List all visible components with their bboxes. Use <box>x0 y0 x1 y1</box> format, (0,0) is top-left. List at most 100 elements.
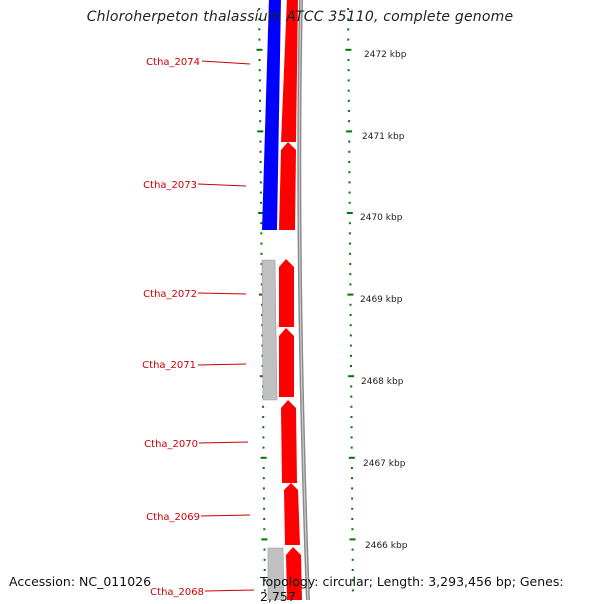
minor-tick <box>260 273 263 276</box>
gene-label[interactable]: Ctha_2069 <box>146 512 200 523</box>
minor-tick <box>260 263 263 265</box>
gene-label[interactable]: Ctha_2074 <box>146 57 200 68</box>
minor-tick <box>262 487 265 490</box>
minor-tick <box>258 8 261 10</box>
minor-tick <box>262 426 265 429</box>
minor-tick <box>259 99 261 102</box>
minor-tick <box>349 283 352 286</box>
scale-label: 2470 kbp <box>360 213 403 223</box>
major-tick <box>348 375 355 378</box>
major-tick <box>256 48 263 51</box>
minor-tick <box>262 405 265 408</box>
minor-tick <box>349 344 352 347</box>
reverse-gene-ctha-2073-2074[interactable] <box>262 0 281 230</box>
minor-tick <box>347 69 350 72</box>
minor-tick <box>258 28 261 31</box>
minor-tick <box>348 161 351 163</box>
minor-tick <box>349 303 352 306</box>
minor-tick <box>347 38 350 41</box>
minor-tick <box>263 497 265 500</box>
major-tick <box>349 538 356 541</box>
major-tick <box>258 212 265 214</box>
forward-gene-ctha-2069[interactable] <box>284 483 300 545</box>
minor-tick <box>348 181 351 184</box>
accession-text: Accession: NC_011026 <box>9 574 152 589</box>
minor-tick <box>350 436 353 439</box>
minor-tick <box>263 507 266 510</box>
gene-label[interactable]: Ctha_2068 <box>150 587 204 598</box>
minor-tick <box>259 120 262 123</box>
minor-tick <box>349 314 352 316</box>
minor-tick <box>258 18 261 21</box>
minor-tick <box>263 569 266 571</box>
minor-tick <box>348 222 351 225</box>
major-tick <box>346 212 353 214</box>
genome-title: Chloroherpeton thalassium ATCC 35110, co… <box>86 9 514 25</box>
minor-tick <box>259 150 262 153</box>
minor-tick <box>351 579 354 582</box>
label-leaders <box>197 60 255 592</box>
minor-tick <box>260 252 263 255</box>
minor-tick <box>350 395 353 398</box>
minor-tick <box>349 252 352 255</box>
minor-tick <box>259 161 262 163</box>
minor-tick <box>261 303 263 306</box>
minor-tick <box>263 558 266 561</box>
grey-gene-ctha-2071-2072[interactable] <box>261 259 278 401</box>
scale-label: 2469 kbp <box>360 295 403 305</box>
minor-tick <box>262 446 265 449</box>
genome-backbone-highlight <box>298 0 309 600</box>
minor-tick <box>347 28 350 31</box>
minor-tick <box>260 283 263 286</box>
major-tick <box>348 456 355 459</box>
major-tick <box>260 456 267 459</box>
minor-tick <box>263 548 266 551</box>
forward-gene-ctha-2072[interactable] <box>279 259 294 327</box>
gene-label[interactable]: Ctha_2071 <box>142 360 196 371</box>
minor-tick <box>347 8 350 10</box>
minor-tick <box>347 89 350 92</box>
gene-label[interactable]: Ctha_2072 <box>143 289 197 300</box>
minor-tick <box>259 110 262 112</box>
minor-tick <box>259 181 262 184</box>
major-tick <box>261 538 268 541</box>
gene-label[interactable]: Ctha_2073 <box>143 180 197 191</box>
forward-gene-ctha-2068[interactable] <box>286 547 302 600</box>
minor-tick <box>351 569 354 571</box>
minor-tick <box>350 446 353 449</box>
grey-gene-ctha-2068[interactable] <box>267 547 285 600</box>
minor-tick <box>348 120 350 123</box>
gene-label[interactable]: Ctha_2070 <box>144 439 198 450</box>
minor-tick <box>351 528 354 531</box>
minor-tick <box>347 59 350 61</box>
minor-tick <box>260 232 263 235</box>
minor-tick <box>348 140 351 143</box>
minor-tick <box>260 222 263 225</box>
forward-gene-ctha-2071[interactable] <box>279 328 294 397</box>
minor-tick <box>349 263 352 265</box>
minor-tick <box>349 242 351 245</box>
scale-label: 2472 kbp <box>364 50 407 60</box>
minor-tick <box>348 150 351 153</box>
forward-gene-ctha-2073[interactable] <box>279 142 296 230</box>
minor-tick <box>347 99 350 102</box>
minor-tick <box>350 426 353 429</box>
minor-tick <box>258 89 261 92</box>
minor-tick <box>347 110 350 112</box>
minor-tick <box>349 334 352 337</box>
forward-gene-ctha-2070[interactable] <box>281 400 297 483</box>
forward-gene-ctha-2074[interactable] <box>281 0 298 142</box>
minor-tick <box>350 416 353 418</box>
minor-tick <box>259 140 262 143</box>
minor-tick <box>258 69 261 72</box>
minor-tick <box>351 558 354 561</box>
major-tick <box>345 48 352 51</box>
minor-tick <box>260 201 262 204</box>
minor-tick <box>348 232 351 235</box>
minor-tick <box>351 497 354 500</box>
minor-tick <box>260 242 263 245</box>
minor-tick <box>350 365 352 367</box>
minor-tick <box>351 507 354 510</box>
minor-tick <box>351 589 354 592</box>
